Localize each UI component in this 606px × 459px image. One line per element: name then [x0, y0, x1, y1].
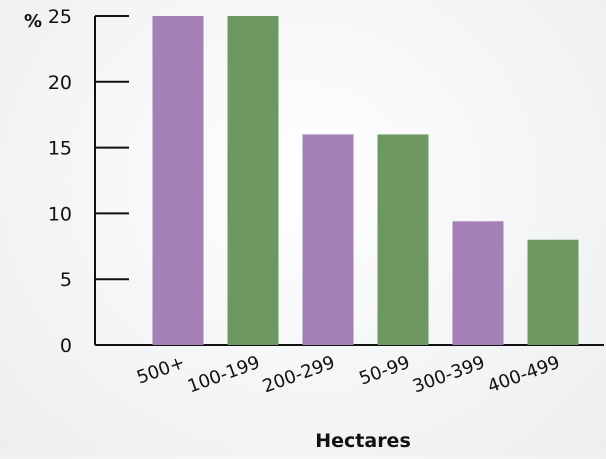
x-tick-label: 500+ [134, 352, 188, 389]
y-tick-label: 20 [48, 72, 72, 94]
y-axis: 0 5 10 15 20 25 [48, 6, 129, 357]
bar-400-499 [527, 239, 579, 345]
bar-200-299 [302, 134, 354, 345]
y-tick-label: 25 [48, 6, 72, 28]
x-tick-label: 400-499 [485, 352, 563, 397]
y-tick-label: 10 [48, 203, 72, 225]
y-tick-label: 0 [60, 335, 72, 357]
x-tick-label: 100-199 [185, 352, 263, 397]
x-tick-label: 200-299 [260, 352, 338, 397]
x-tick-label: 50-99 [356, 352, 412, 390]
y-tick-label: 15 [48, 138, 72, 160]
bar-50-99 [377, 134, 429, 345]
bar-300-399 [452, 221, 504, 345]
y-axis-label: % [24, 11, 42, 32]
bars [152, 16, 579, 345]
bar-100-199 [227, 16, 279, 345]
y-tick-label: 5 [60, 269, 72, 291]
x-axis-label: Hectares [315, 430, 411, 452]
bar-500+ [152, 16, 204, 345]
x-tick-label: 300-399 [410, 352, 488, 397]
